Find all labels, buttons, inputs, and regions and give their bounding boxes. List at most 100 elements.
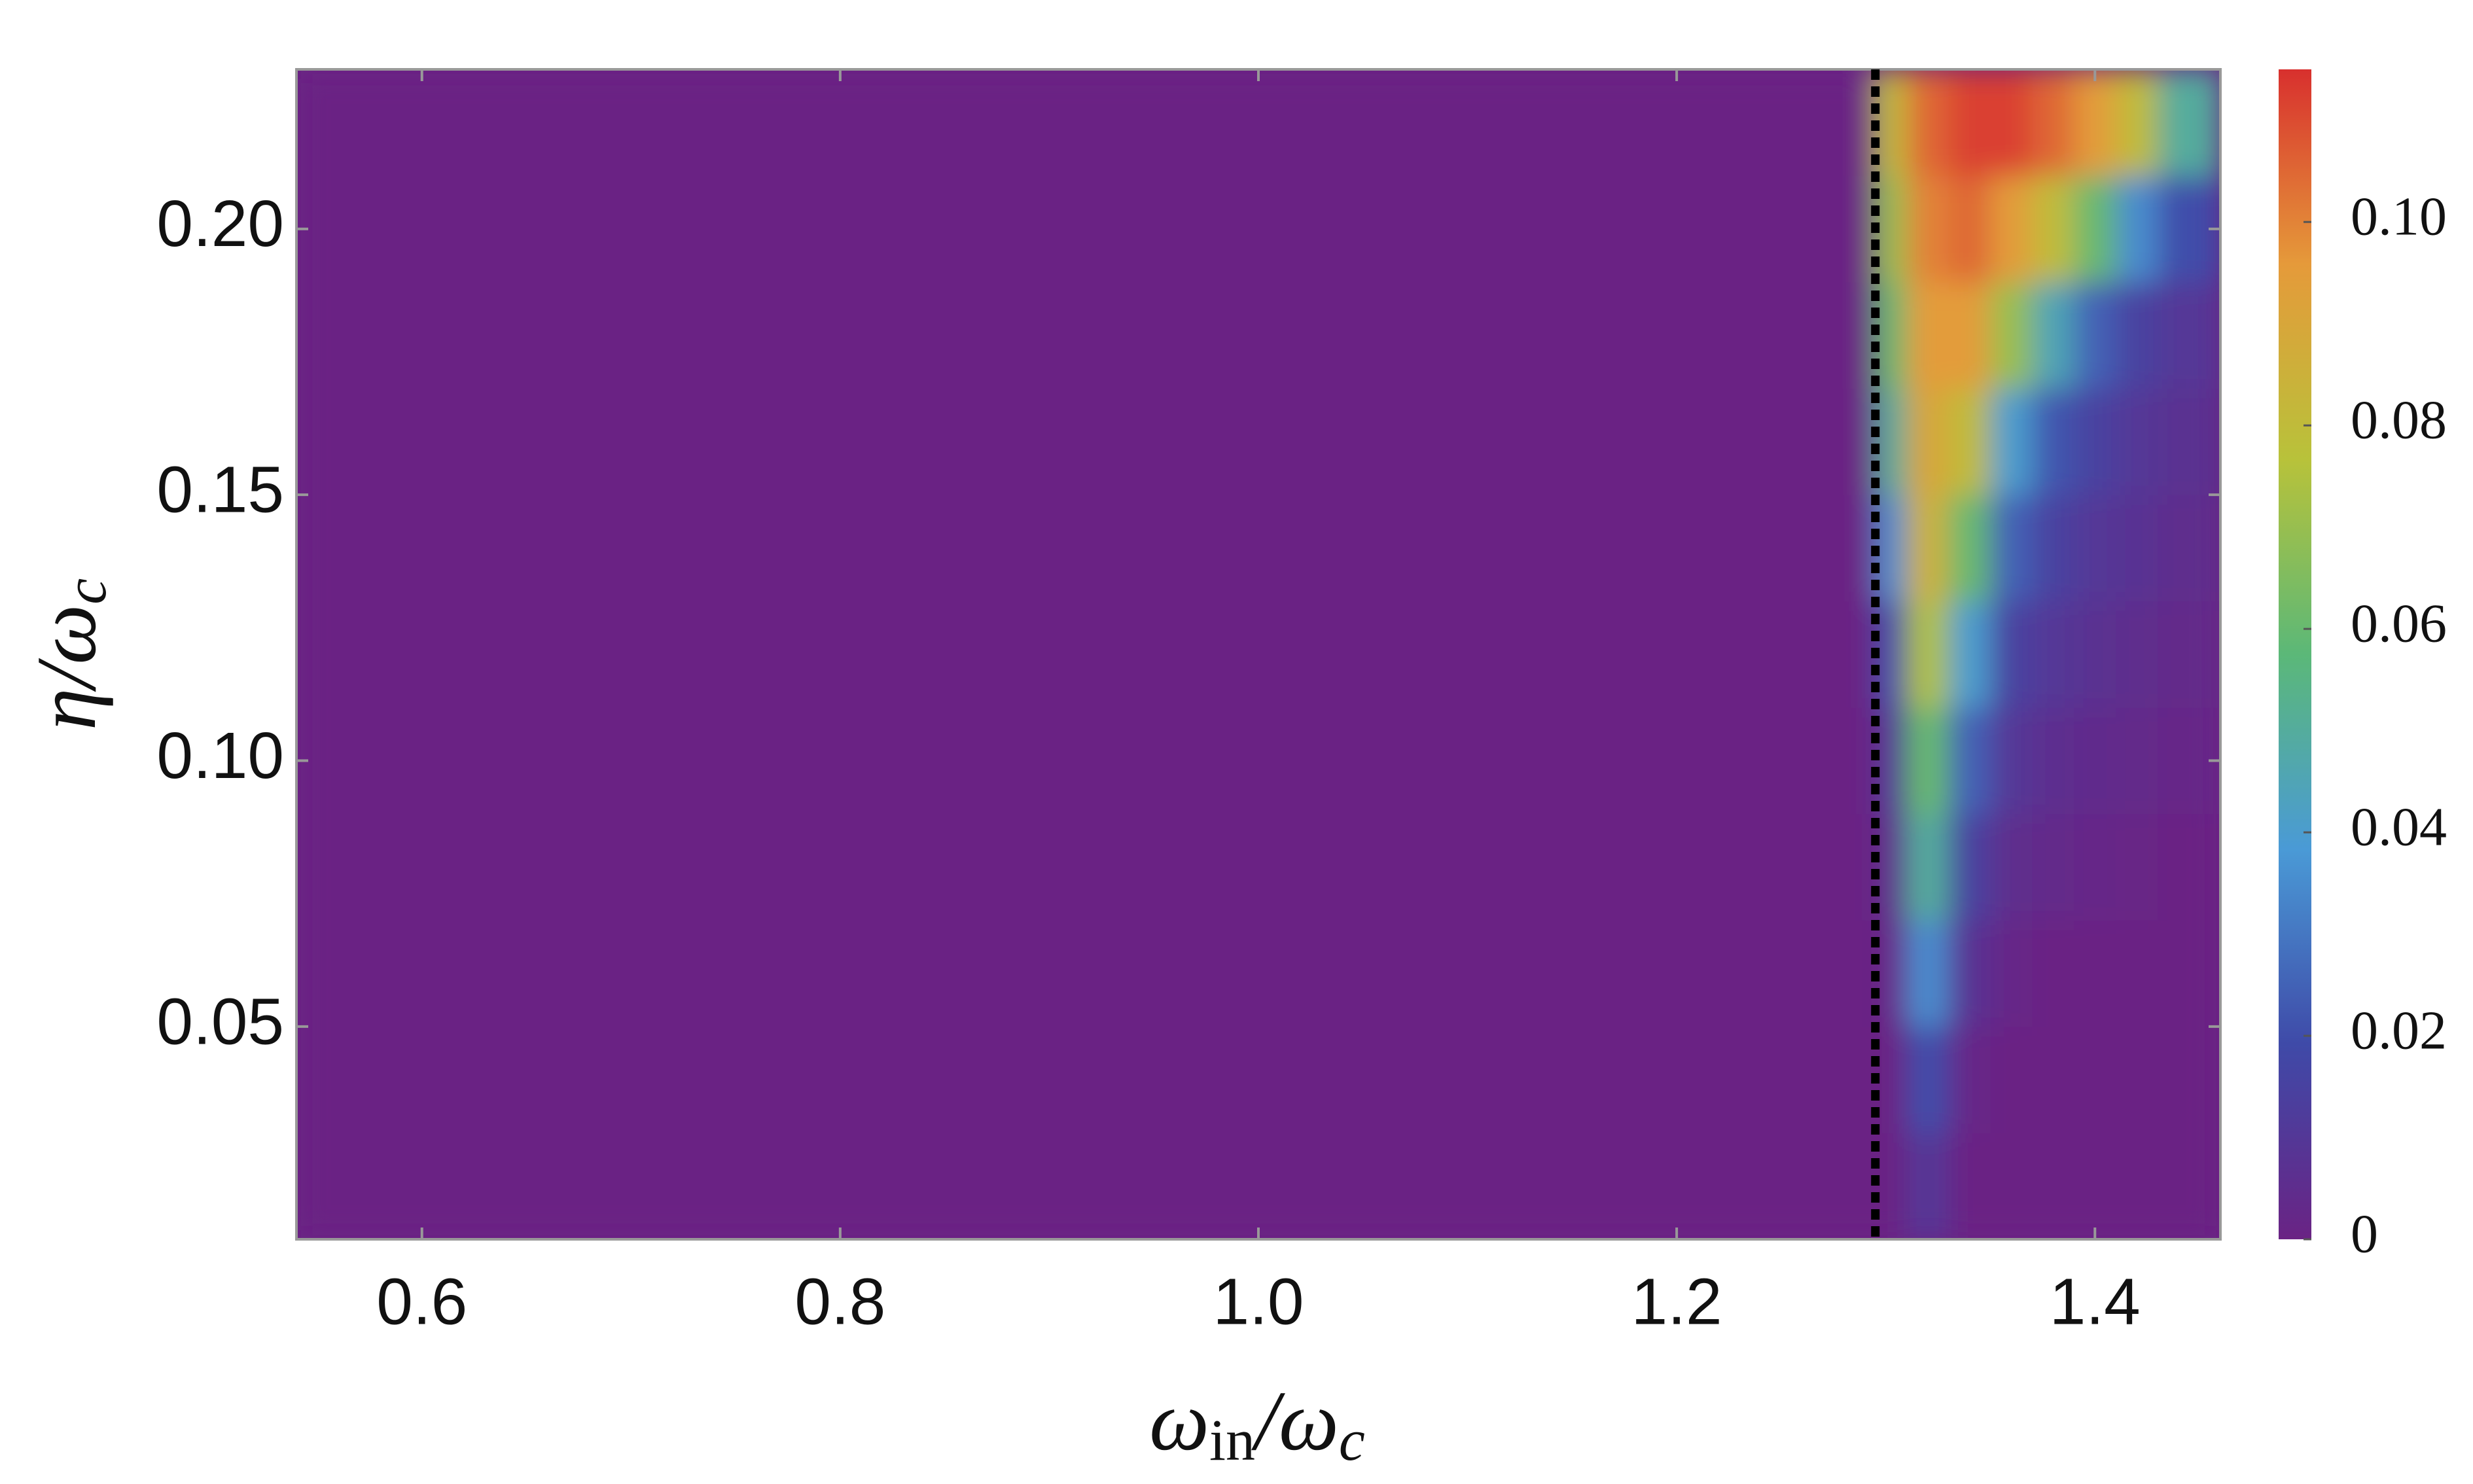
heatmap-cell	[2074, 495, 2116, 602]
heatmap-cell	[2116, 1133, 2158, 1239]
heatmap-cell	[1990, 69, 2033, 177]
x-label-part: ω	[1149, 1374, 1209, 1468]
heatmap-cell	[1990, 1133, 2033, 1239]
heatmap-cell	[2158, 69, 2220, 177]
heatmap-cell	[2116, 495, 2158, 602]
heatmap-cell	[1875, 1026, 1908, 1133]
colorbar-tick-label: 0	[2351, 1203, 2378, 1264]
heatmap-cell	[1875, 175, 1908, 283]
heatmap-cell	[1906, 69, 1949, 177]
y-tick-label: 0.05	[156, 985, 284, 1058]
heatmap-cell	[1990, 707, 2033, 815]
heatmap-cell	[2032, 601, 2074, 708]
heatmap-cell	[2032, 1026, 2074, 1133]
heatmap-cell	[1990, 175, 2033, 283]
heatmap-cell	[2116, 707, 2158, 815]
heatmap-cell	[1906, 282, 1949, 389]
heatmap-cell	[2074, 1133, 2116, 1239]
heatmap-cell	[2116, 920, 2158, 1027]
heatmap-cell	[1875, 601, 1908, 708]
heatmap-cell	[2074, 601, 2116, 708]
heatmap-cell	[296, 69, 1876, 177]
heatmap-cell	[296, 1133, 1876, 1239]
x-label-part: c	[1339, 1408, 1365, 1473]
heatmap-cell	[2032, 282, 2074, 389]
heatmap-cell	[1875, 707, 1908, 815]
heatmap-cell	[296, 601, 1876, 708]
heatmap-cell	[2116, 175, 2158, 283]
heatmap-cell	[1990, 495, 2033, 602]
y-tick-label: 0.10	[156, 719, 284, 792]
heatmap-cell	[1948, 707, 1991, 815]
heatmap-cell	[1948, 495, 1991, 602]
x-label-part: /ω	[1251, 1374, 1339, 1468]
heatmap-cell	[1906, 1133, 1949, 1239]
heatmap-cell	[1875, 920, 1908, 1027]
heatmap-cell	[2116, 601, 2158, 708]
heatmap-cell	[1990, 601, 2033, 708]
heatmap-cell	[2074, 69, 2116, 177]
x-tick-label: 1.2	[1631, 1265, 1722, 1338]
x-tick-label: 1.0	[1213, 1265, 1304, 1338]
heatmap-cell	[1990, 388, 2033, 495]
heatmap-cell	[2074, 282, 2116, 389]
heatmap-cell	[296, 707, 1876, 815]
heatmap-cell	[1990, 282, 2033, 389]
y-label-part: η/ω	[20, 605, 114, 730]
heatmap-cell	[1948, 388, 1991, 495]
heatmap-cell	[1948, 1133, 1991, 1239]
heatmap-cell	[296, 388, 1876, 495]
heatmap-cell	[1906, 601, 1949, 708]
heatmap-cell	[1875, 388, 1908, 495]
heatmap-cell	[1875, 282, 1908, 389]
heatmap-cell	[1990, 813, 2033, 921]
heatmap-cell	[2158, 920, 2220, 1027]
heatmap-cell	[1906, 813, 1949, 921]
x-tick-label: 1.4	[2050, 1265, 2141, 1338]
x-axis-label: ωin/ωc	[1149, 1374, 1365, 1473]
heatmap-cell	[2158, 388, 2220, 495]
heatmap-cell	[2032, 920, 2074, 1027]
colorbar	[2279, 69, 2311, 1239]
heatmap-cell	[296, 813, 1876, 921]
heatmap-cell	[2074, 388, 2116, 495]
heatmap-cell	[1948, 920, 1991, 1027]
colorbar-tick-label: 0.02	[2351, 1000, 2447, 1061]
heatmap-cell	[1948, 601, 1991, 708]
heatmap-cell	[1948, 813, 1991, 921]
y-tick-label: 0.15	[156, 453, 284, 527]
heatmap-cell	[2032, 175, 2074, 283]
heatmap-cell	[1875, 813, 1908, 921]
x-tick-label: 0.8	[794, 1265, 885, 1338]
y-label-part: c	[54, 578, 118, 605]
heatmap-cell	[296, 175, 1876, 283]
heatmap-cell	[1990, 1026, 2033, 1133]
heatmap-cell	[296, 495, 1876, 602]
heatmap-cell	[2116, 1026, 2158, 1133]
colorbar-tick-label: 0.08	[2351, 389, 2447, 450]
heatmap-cell	[1875, 1133, 1908, 1239]
heatmap-cell	[2116, 69, 2158, 177]
heatmap-cell	[1990, 920, 2033, 1027]
heatmap-cell	[1875, 495, 1908, 602]
plot-area	[296, 69, 2220, 1239]
heatmap-cell	[2032, 813, 2074, 921]
heatmap-cell	[2116, 388, 2158, 495]
heatmap	[296, 69, 2220, 1239]
heatmap-cell	[2074, 707, 2116, 815]
heatmap-cell	[2032, 495, 2074, 602]
heatmap-cell	[296, 282, 1876, 389]
y-tick-label: 0.20	[156, 187, 284, 260]
heatmap-cell	[1948, 175, 1991, 283]
heatmap-cell	[2032, 707, 2074, 815]
heatmap-cell	[1906, 707, 1949, 815]
heatmap-cell	[1906, 495, 1949, 602]
heatmap-cell	[1906, 388, 1949, 495]
heatmap-cell	[2032, 1133, 2074, 1239]
heatmap-cell	[2158, 813, 2220, 921]
colorbar-tick-label: 0.06	[2351, 593, 2447, 654]
heatmap-cell	[2158, 601, 2220, 708]
heatmap-cell	[1948, 282, 1991, 389]
heatmap-cell	[2074, 175, 2116, 283]
x-tick-label: 0.6	[376, 1265, 467, 1338]
